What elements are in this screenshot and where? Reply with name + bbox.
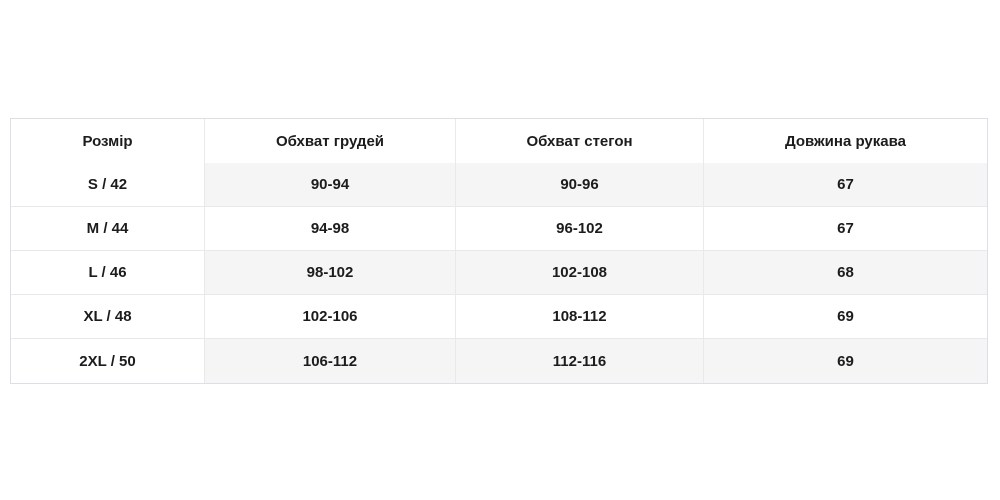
table-row: 2XL / 50 106-112 112-116 69 — [11, 339, 987, 383]
table-cell: 94-98 — [205, 207, 456, 251]
table-cell: 102-106 — [205, 295, 456, 339]
column-header-hips: Обхват стегон — [456, 119, 704, 163]
table-cell: 98-102 — [205, 251, 456, 295]
table-cell: 90-94 — [205, 163, 456, 207]
table-cell: 67 — [704, 207, 987, 251]
table-cell: 108-112 — [456, 295, 704, 339]
table-cell: 68 — [704, 251, 987, 295]
row-header: 2XL / 50 — [11, 339, 205, 383]
table-cell: 67 — [704, 163, 987, 207]
size-table: Розмір Обхват грудей Обхват стегон Довжи… — [10, 118, 988, 384]
row-header: L / 46 — [11, 251, 205, 295]
row-header: XL / 48 — [11, 295, 205, 339]
table-cell: 96-102 — [456, 207, 704, 251]
table-row: XL / 48 102-106 108-112 69 — [11, 295, 987, 339]
table-cell: 69 — [704, 295, 987, 339]
header-row: Розмір Обхват грудей Обхват стегон Довжи… — [11, 119, 987, 163]
row-header: S / 42 — [11, 163, 205, 207]
table-row: M / 44 94-98 96-102 67 — [11, 207, 987, 251]
table-row: L / 46 98-102 102-108 68 — [11, 251, 987, 295]
column-header-sleeve-length: Довжина рукава — [704, 119, 987, 163]
column-header-size: Розмір — [11, 119, 205, 163]
table-cell: 69 — [704, 339, 987, 383]
table-cell: 106-112 — [205, 339, 456, 383]
table-row: S / 42 90-94 90-96 67 — [11, 163, 987, 207]
table-cell: 102-108 — [456, 251, 704, 295]
row-header: M / 44 — [11, 207, 205, 251]
column-header-chest: Обхват грудей — [205, 119, 456, 163]
size-table-body: S / 42 90-94 90-96 67 M / 44 94-98 96-10… — [11, 163, 987, 383]
size-chart-container: Розмір Обхват грудей Обхват стегон Довжи… — [10, 118, 988, 384]
size-table-header: Розмір Обхват грудей Обхват стегон Довжи… — [11, 119, 987, 163]
table-cell: 112-116 — [456, 339, 704, 383]
table-cell: 90-96 — [456, 163, 704, 207]
